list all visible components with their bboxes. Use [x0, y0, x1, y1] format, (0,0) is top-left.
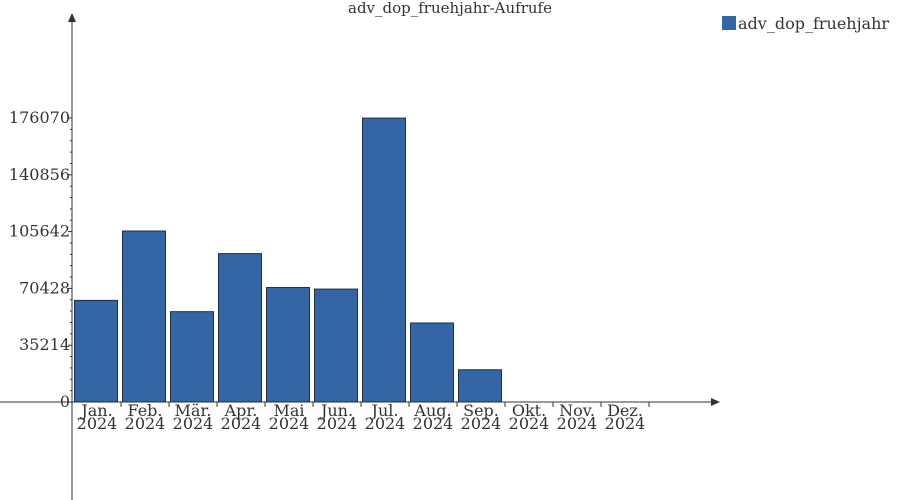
- legend: adv_dop_fruehjahr: [722, 14, 889, 33]
- x-tick-label-year: 2024: [461, 414, 502, 433]
- x-tick-label-month: Aug.: [413, 401, 451, 420]
- legend-label: adv_dop_fruehjahr: [738, 14, 889, 33]
- bar: [410, 322, 454, 403]
- y-tick-label: 35214: [19, 335, 70, 354]
- x-tick-label-month: Feb.: [127, 401, 162, 420]
- bar: [170, 311, 214, 403]
- x-tick-label-year: 2024: [509, 414, 550, 433]
- y-tick-label: 70428: [19, 278, 70, 297]
- x-axis-arrow: [711, 398, 720, 406]
- chart-title: adv_dop_fruehjahr-Aufrufe: [348, 0, 552, 17]
- x-tick-label-year: 2024: [173, 414, 214, 433]
- bar: [314, 288, 358, 403]
- y-tick-label: 105642: [9, 222, 70, 241]
- bar: [218, 253, 262, 403]
- x-tick-label-year: 2024: [221, 414, 262, 433]
- y-tick-label: 140856: [9, 165, 70, 184]
- x-tick-label-year: 2024: [605, 414, 646, 433]
- x-tick-label-month: Dez.: [607, 401, 643, 420]
- legend-swatch: [722, 16, 736, 30]
- y-tick-label: 0: [60, 392, 70, 411]
- x-tick-label-month: Jan.: [79, 401, 112, 420]
- x-tick-label-month: Jun.: [319, 401, 353, 420]
- bar: [122, 230, 166, 403]
- x-tick-label-month: Sep.: [463, 401, 499, 420]
- x-tick-label-year: 2024: [365, 414, 406, 433]
- x-tick-label-year: 2024: [77, 414, 118, 433]
- y-tick-label: 176070: [9, 108, 70, 127]
- bar: [266, 286, 310, 403]
- x-tick-label-year: 2024: [557, 414, 598, 433]
- x-tick-label-month: Mai: [273, 401, 304, 420]
- bar: [362, 117, 406, 403]
- bar: [74, 299, 118, 403]
- x-tick-label-year: 2024: [413, 414, 454, 433]
- x-tick-label-year: 2024: [125, 414, 166, 433]
- y-axis-arrow: [68, 13, 76, 22]
- bar-group: [74, 117, 502, 403]
- x-tick-label-month: Nov.: [559, 401, 595, 420]
- y-axis-ticks: 0 35214 70428 105642 140856 176070: [9, 108, 72, 411]
- x-tick-label-month: Mär.: [175, 401, 212, 420]
- x-tick-label-month: Apr.: [224, 401, 258, 420]
- x-axis-labels: Jan.2024Feb.2024Mär.2024Apr.2024Mai2024J…: [77, 401, 650, 433]
- x-tick-label-year: 2024: [317, 414, 358, 433]
- x-tick-label-year: 2024: [269, 414, 310, 433]
- x-tick-label-month: Jul.: [370, 401, 399, 420]
- x-tick-label-month: Okt.: [512, 401, 546, 420]
- bar: [458, 369, 502, 403]
